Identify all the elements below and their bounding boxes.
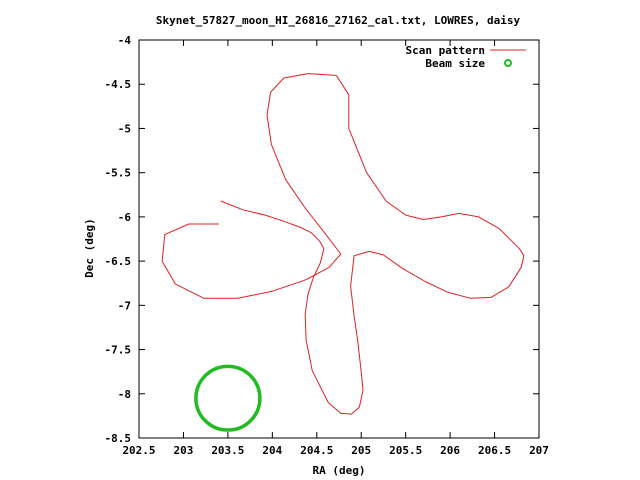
y-tick-label: -4.5 bbox=[105, 78, 132, 91]
scan-pattern-series bbox=[161, 73, 525, 415]
scan-pattern-line bbox=[161, 73, 525, 415]
y-tick-label: -7.5 bbox=[105, 344, 132, 357]
beam-size-marker bbox=[194, 364, 262, 432]
y-tick-label: -6 bbox=[118, 211, 132, 224]
x-tick-label: 207 bbox=[529, 444, 549, 457]
legend-beam-size-swatch bbox=[504, 59, 512, 67]
x-tick-label: 203.5 bbox=[211, 444, 244, 457]
x-tick-label: 204.5 bbox=[300, 444, 333, 457]
beam-size-circle bbox=[194, 364, 262, 432]
chart-title: Skynet_57827_moon_HI_26816_27162_cal.txt… bbox=[156, 14, 521, 27]
y-tick-label: -8 bbox=[118, 388, 131, 401]
x-tick-label: 206.5 bbox=[478, 444, 511, 457]
y-tick-label: -5 bbox=[118, 122, 131, 135]
legend: Scan pattern Beam size bbox=[406, 44, 526, 70]
x-tick-label: 202.5 bbox=[122, 444, 155, 457]
y-tick-label: -4 bbox=[118, 34, 132, 47]
plot-frame bbox=[138, 39, 540, 439]
y-axis-label: Dec (deg) bbox=[83, 218, 96, 278]
y-tick-label: -5.5 bbox=[105, 167, 132, 180]
y-tick-label: -6.5 bbox=[105, 255, 132, 268]
y-tick-label: -8.5 bbox=[105, 432, 132, 445]
legend-scan-pattern-label: Scan pattern bbox=[406, 44, 485, 57]
x-tick-label: 205.5 bbox=[389, 444, 422, 457]
x-tick-label: 206 bbox=[440, 444, 460, 457]
legend-beam-size-label: Beam size bbox=[425, 57, 485, 70]
x-axis-label: RA (deg) bbox=[313, 464, 366, 477]
y-tick-label: -7 bbox=[118, 299, 131, 312]
x-tick-label: 205 bbox=[351, 444, 371, 457]
x-tick-label: 203 bbox=[174, 444, 194, 457]
axis-ticks: 202.5 203 203.5 204 204.5 205 205.5 206 206.5 207… bbox=[105, 34, 549, 457]
x-tick-label: 204 bbox=[262, 444, 282, 457]
